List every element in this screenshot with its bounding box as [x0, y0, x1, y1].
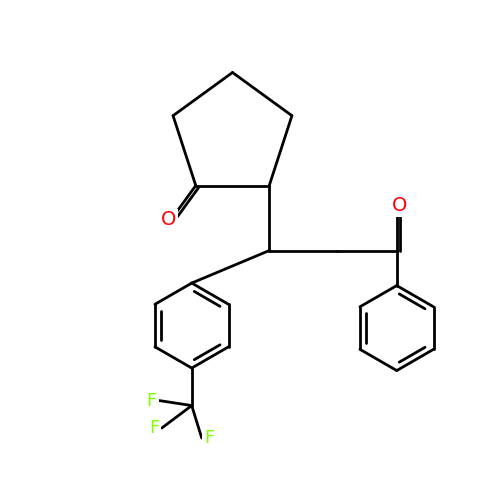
Text: F: F [149, 419, 160, 437]
Text: F: F [204, 429, 214, 447]
Text: F: F [146, 392, 157, 409]
Text: O: O [392, 196, 407, 215]
Text: O: O [160, 210, 176, 230]
